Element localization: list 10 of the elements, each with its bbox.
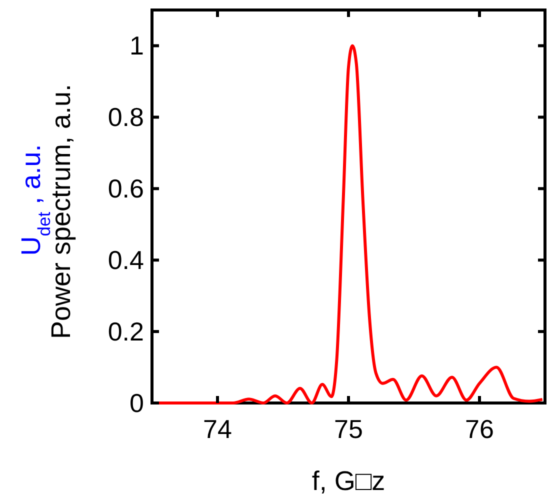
- y-tick-label: 0: [130, 388, 144, 418]
- y-tick-label: 1: [130, 30, 144, 61]
- x-axis-title: f, G□z: [312, 466, 386, 496]
- y-tick-label: 0.8: [108, 102, 144, 132]
- y-tick-label: 0.2: [108, 316, 144, 347]
- y-tick-label: 0.4: [108, 245, 144, 276]
- x-tick-label: 74: [203, 414, 232, 444]
- x-tick-label: 75: [334, 414, 363, 444]
- y-tick-label: 0.6: [108, 174, 144, 204]
- x-tick-label: 76: [465, 414, 494, 444]
